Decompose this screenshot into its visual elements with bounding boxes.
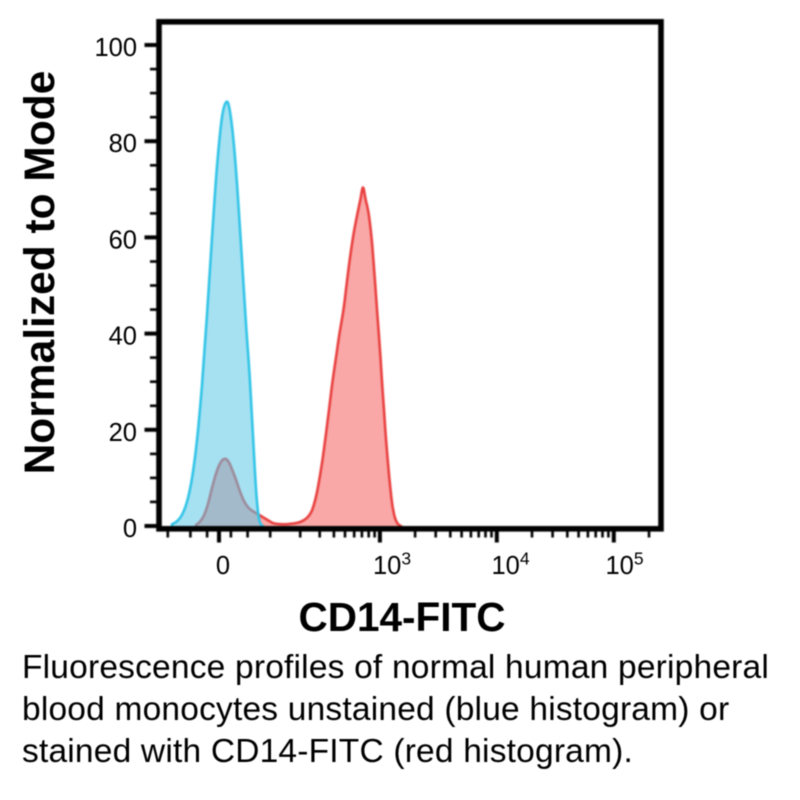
- svg-text:Normalized to Mode: Normalized to Mode: [17, 71, 64, 475]
- svg-text:0: 0: [123, 515, 137, 543]
- svg-text:20: 20: [109, 419, 137, 447]
- svg-text:80: 80: [109, 130, 137, 158]
- svg-text:105: 105: [605, 549, 643, 581]
- svg-text:104: 104: [491, 549, 529, 581]
- svg-text:60: 60: [109, 226, 137, 254]
- svg-text:100: 100: [94, 34, 137, 62]
- svg-text:0: 0: [216, 552, 230, 580]
- svg-text:103: 103: [373, 549, 411, 581]
- svg-text:CD14-FITC: CD14-FITC: [298, 594, 505, 640]
- svg-text:40: 40: [109, 323, 137, 351]
